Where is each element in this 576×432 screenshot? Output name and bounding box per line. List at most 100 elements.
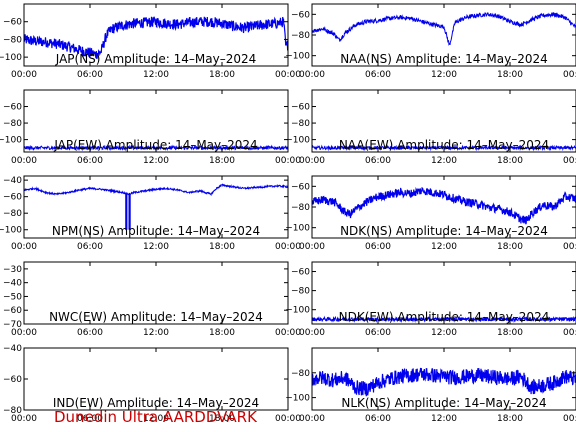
x-tick-label: 06:00	[365, 242, 391, 252]
y-tick-label: −60	[3, 103, 22, 113]
series-line	[24, 144, 288, 152]
x-tick-label: 00:00	[563, 242, 576, 252]
x-tick-label: 00:00	[299, 414, 325, 424]
y-tick-label: −100	[285, 224, 310, 234]
series-line	[312, 315, 576, 323]
y-tick-label: −100	[285, 136, 310, 146]
y-tick-label: −80	[3, 406, 22, 416]
y-tick-label: −80	[3, 119, 22, 129]
x-tick-label: 18:00	[497, 156, 523, 166]
chart-panel-ind-ew: −80 −60 −40 00:00 06:00 12:00 18:00 00:00 IND(EW…	[3, 344, 301, 424]
y-tick-label: −40	[3, 279, 22, 289]
x-tick-label: 00:00	[11, 328, 37, 338]
y-tick-label: −60	[3, 18, 22, 28]
series-line	[312, 11, 576, 46]
y-tick-label: −40	[3, 344, 22, 354]
x-tick-label: 00:00	[299, 242, 325, 252]
y-tick-label: −100	[285, 52, 310, 62]
x-tick-label: 00:00	[299, 328, 325, 338]
x-tick-label: 12:00	[431, 242, 457, 252]
chart-panel-nwc-ew: −70 −60 −50 −40 −30 00:00 06:00 12:00 18:00 00:00…	[3, 261, 301, 338]
chart-panel-jap-ew: −100 −80 −60 00:00 06:00 12:00 18:00 00:00 JAP(E…	[0, 89, 301, 166]
y-tick-label: −60	[291, 268, 310, 278]
series-line	[24, 183, 288, 197]
x-tick-label: 06:00	[77, 414, 103, 424]
x-tick-label: 06:00	[77, 156, 103, 166]
x-tick-label: 00:00	[275, 70, 301, 80]
chart-title: NLK(NS) Amplitude: 14–May–2024	[341, 396, 546, 410]
x-tick-label: 00:00	[275, 414, 301, 424]
x-tick-label: 12:00	[143, 414, 169, 424]
x-tick-label: 00:00	[563, 156, 576, 166]
x-tick-label: 18:00	[209, 414, 235, 424]
y-tick-label: −50	[3, 292, 22, 302]
x-tick-label: 18:00	[209, 156, 235, 166]
y-tick-label: −30	[3, 265, 22, 275]
x-tick-label: 12:00	[143, 242, 169, 252]
chart-panel-npm-ns: −100 −80 −60 −40 00:00 06:00 12:00 18:00 00:00 NP…	[0, 175, 301, 252]
x-tick-label: 12:00	[431, 328, 457, 338]
y-tick-label: −100	[285, 306, 310, 316]
x-tick-label: 00:00	[11, 156, 37, 166]
x-tick-label: 18:00	[209, 328, 235, 338]
y-tick-label: −60	[291, 10, 310, 20]
y-tick-label: −60	[291, 182, 310, 192]
x-tick-label: 00:00	[563, 414, 576, 424]
x-tick-label: 12:00	[143, 70, 169, 80]
y-tick-label: −60	[3, 306, 22, 316]
x-tick-label: 12:00	[431, 156, 457, 166]
x-tick-label: 00:00	[11, 70, 37, 80]
x-tick-label: 12:00	[143, 328, 169, 338]
x-tick-label: 18:00	[497, 70, 523, 80]
x-tick-label: 06:00	[365, 70, 391, 80]
x-tick-label: 00:00	[563, 70, 576, 80]
x-tick-label: 00:00	[275, 156, 301, 166]
y-tick-label: −80	[291, 31, 310, 41]
y-tick-label: −80	[291, 203, 310, 213]
x-tick-label: 18:00	[497, 328, 523, 338]
chart-title: JAP(EW) Amplitude: 14–May–2024	[53, 138, 257, 152]
x-tick-label: 12:00	[431, 70, 457, 80]
chart-title: JAP(NS) Amplitude: 14–May–2024	[55, 52, 257, 66]
x-tick-label: 06:00	[77, 242, 103, 252]
y-tick-label: −100	[285, 394, 310, 404]
x-tick-label: 06:00	[365, 328, 391, 338]
x-tick-label: 18:00	[497, 242, 523, 252]
y-tick-label: −80	[3, 209, 22, 219]
y-tick-label: −80	[291, 287, 310, 297]
x-tick-label: 00:00	[275, 242, 301, 252]
x-tick-label: 12:00	[143, 156, 169, 166]
chart-panel-ndk-ns: −100 −80 −60 00:00 06:00 12:00 18:00 00:00 NDK(N…	[285, 175, 576, 252]
chart-panel-jap-ns: −100 −80 −60 00:00 06:00 12:00 18:00 00:00 JAP(N…	[0, 3, 301, 80]
x-tick-label: 12:00	[431, 414, 457, 424]
series-line	[312, 186, 576, 225]
chart-panel-ndk-ew: −100 −80 −60 00:00 06:00 12:00 18:00 00:00 NDK(E…	[285, 261, 576, 338]
x-tick-label: 18:00	[497, 414, 523, 424]
y-tick-label: −80	[291, 369, 310, 379]
y-tick-label: −100	[0, 226, 22, 236]
chart-title: IND(EW) Amplitude: 14–May–2024	[53, 396, 259, 410]
x-tick-label: 06:00	[77, 70, 103, 80]
x-tick-label: 00:00	[275, 328, 301, 338]
chart-panel-naa-ns: −100 −80 −60 00:00 06:00 12:00 18:00 00:00 NAA(N…	[285, 3, 576, 80]
y-tick-label: −60	[3, 375, 22, 385]
x-tick-label: 00:00	[11, 414, 37, 424]
chart-title: NPM(NS) Amplitude: 14–May–2024	[52, 224, 260, 238]
chart-title: NWC(EW) Amplitude: 14–May–2024	[49, 310, 263, 324]
y-tick-label: −70	[3, 320, 22, 330]
footer-text: Dunedin Ultra AARDDVARK	[54, 408, 257, 426]
series-line	[312, 367, 576, 397]
y-tick-label: −100	[0, 53, 22, 63]
chart-title: NDK(NS) Amplitude: 14–May–2024	[340, 224, 548, 238]
x-tick-label: 06:00	[365, 156, 391, 166]
y-tick-label: −60	[291, 103, 310, 113]
chart-title: NDK(EW) Amplitude: 14–May–2024	[339, 310, 550, 324]
x-tick-label: 18:00	[209, 70, 235, 80]
x-tick-label: 06:00	[365, 414, 391, 424]
y-tick-label: −80	[3, 35, 22, 45]
chart-panel-nlk-ns: −100 −80 00:00 06:00 12:00 18:00 00:00 NLK(NS) …	[285, 347, 576, 424]
x-tick-label: 00:00	[299, 156, 325, 166]
y-tick-label: −100	[0, 136, 22, 146]
x-tick-label: 00:00	[299, 70, 325, 80]
